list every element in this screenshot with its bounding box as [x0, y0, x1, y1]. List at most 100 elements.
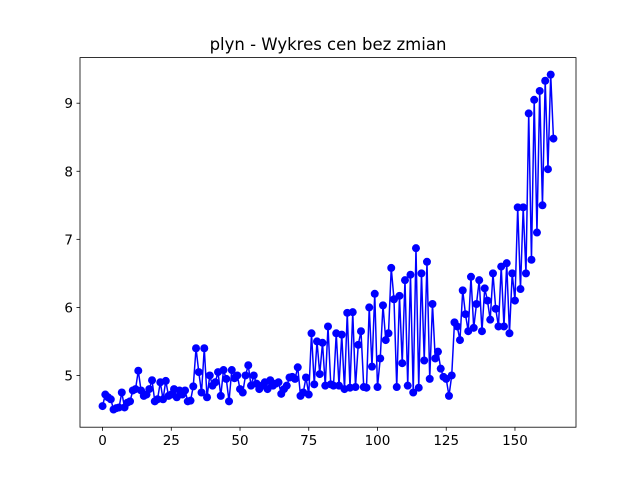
marker	[510, 296, 519, 305]
marker	[367, 362, 376, 371]
marker	[362, 383, 371, 392]
marker	[453, 322, 462, 331]
marker	[527, 255, 536, 264]
x-tick-label: 125	[433, 433, 459, 449]
marker	[480, 284, 489, 293]
marker	[403, 381, 412, 390]
marker	[455, 336, 464, 345]
marker	[205, 371, 214, 380]
marker	[274, 378, 283, 387]
marker	[365, 303, 374, 312]
marker	[519, 203, 528, 212]
marker	[225, 397, 234, 406]
marker	[153, 395, 162, 404]
marker	[433, 347, 442, 356]
marker	[238, 388, 247, 397]
marker	[351, 383, 360, 392]
marker	[466, 272, 475, 281]
marker	[126, 397, 135, 406]
marker	[414, 383, 423, 392]
marker	[337, 330, 346, 339]
marker	[472, 300, 481, 308]
marker	[318, 338, 327, 347]
marker	[502, 259, 511, 268]
marker	[420, 356, 429, 365]
marker	[491, 304, 500, 313]
marker	[307, 329, 316, 338]
marker	[302, 373, 311, 382]
marker	[477, 327, 486, 336]
marker	[513, 203, 522, 212]
marker	[181, 386, 190, 395]
marker	[524, 109, 533, 118]
x-tick-label: 25	[163, 433, 180, 449]
marker	[436, 364, 445, 373]
y-tick-label: 9	[64, 96, 73, 112]
marker	[244, 361, 253, 370]
marker	[222, 374, 231, 383]
marker	[431, 354, 440, 363]
marker	[203, 393, 212, 402]
marker	[508, 269, 517, 278]
marker	[398, 359, 407, 368]
marker	[532, 228, 541, 237]
marker	[516, 285, 525, 294]
marker	[461, 310, 470, 319]
marker	[233, 371, 242, 380]
marker	[282, 381, 291, 390]
y-tick-label: 7	[64, 232, 73, 248]
marker	[200, 344, 209, 353]
plot-frame	[79, 57, 577, 428]
marker	[115, 403, 124, 412]
x-tick-label: 50	[231, 433, 248, 449]
marker	[324, 322, 332, 331]
marker	[530, 95, 539, 104]
marker	[216, 391, 225, 400]
marker	[535, 86, 544, 95]
marker	[370, 289, 379, 298]
marker	[417, 269, 426, 278]
marker	[538, 201, 547, 210]
marker	[106, 395, 115, 404]
marker	[227, 366, 236, 375]
marker	[499, 322, 508, 331]
marker	[376, 354, 385, 363]
marker	[381, 336, 390, 345]
marker	[425, 374, 434, 383]
marker	[356, 327, 365, 336]
marker	[189, 382, 198, 391]
marker	[373, 383, 382, 392]
marker	[486, 315, 495, 324]
marker	[134, 366, 143, 375]
marker	[549, 134, 558, 143]
marker	[348, 308, 357, 317]
x-tick-label: 0	[98, 433, 107, 449]
marker	[304, 390, 313, 399]
marker	[400, 276, 409, 285]
marker	[315, 370, 324, 379]
marker	[98, 402, 107, 411]
marker	[291, 374, 300, 383]
x-tick-label: 150	[502, 433, 528, 449]
marker	[395, 291, 404, 300]
marker	[384, 329, 393, 338]
marker	[161, 376, 170, 385]
marker	[293, 363, 302, 372]
marker	[521, 269, 530, 278]
marker	[488, 269, 497, 278]
marker	[458, 286, 467, 295]
x-tick-label: 100	[365, 433, 391, 449]
marker	[469, 323, 478, 332]
marker	[543, 165, 552, 174]
marker	[392, 383, 401, 392]
marker	[411, 244, 420, 253]
marker	[447, 371, 456, 380]
chart-title: plyn - Wykres cen bez zmian	[210, 35, 447, 54]
marker	[241, 371, 250, 380]
marker	[444, 391, 453, 400]
marker	[475, 276, 484, 285]
y-tick-label: 5	[64, 368, 73, 384]
marker	[409, 388, 418, 397]
